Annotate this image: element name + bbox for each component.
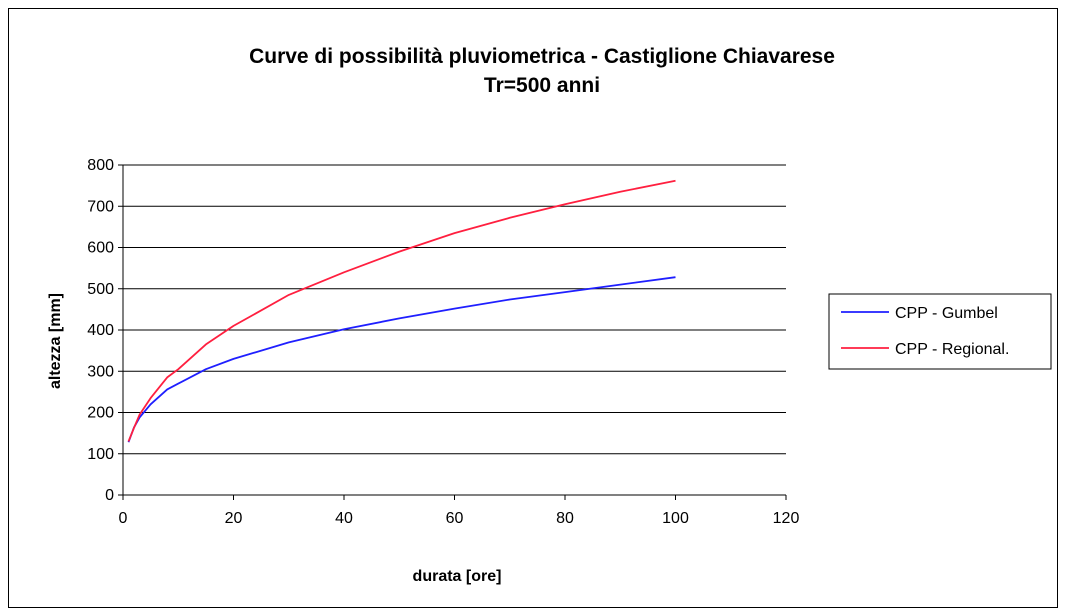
x-tick-label-80: 80 [556, 510, 574, 527]
y-tick-label-500: 500 [87, 281, 114, 298]
x-tick-labels: 0 20 40 60 80 100 120 [119, 510, 800, 527]
x-tick-label-60: 60 [446, 510, 464, 527]
y-tick-label-700: 700 [87, 198, 114, 215]
y-tick-labels: 0 100 200 300 400 500 600 700 800 [87, 157, 114, 504]
y-tick-label-300: 300 [87, 363, 114, 380]
legend-label-cpp-gumbel: CPP - Gumbel [895, 305, 998, 322]
legend-label-cpp-regional: CPP - Regional. [895, 341, 1009, 358]
y-tick-label-400: 400 [87, 322, 114, 339]
x-tick-label-40: 40 [335, 510, 353, 527]
axes [118, 164, 787, 500]
x-tick-label-20: 20 [225, 510, 243, 527]
chart-svg: Curve di possibilità pluviometrica - Cas… [47, 45, 1052, 585]
series-line-cpp-regional [127, 179, 676, 442]
series-line-cpp-gumbel [127, 276, 676, 443]
y-tick-label-200: 200 [87, 405, 114, 422]
chart-frame: Curve di possibilità pluviometrica - Cas… [8, 8, 1058, 608]
x-axis-label: durata [ore] [413, 568, 502, 585]
x-tick-label-120: 120 [773, 510, 800, 527]
chart-title: Curve di possibilità pluviometrica - Cas… [249, 45, 835, 68]
y-tick-label-100: 100 [87, 446, 114, 463]
grid-lines [123, 164, 786, 455]
legend: CPP - Gumbel CPP - Regional. [828, 293, 1052, 370]
y-axis-label: altezza [mm] [47, 293, 64, 389]
x-tick-label-100: 100 [662, 510, 689, 527]
series-lines [127, 179, 676, 443]
x-tick-label-0: 0 [119, 510, 128, 527]
legend-box [828, 293, 1052, 370]
chart-subtitle: Tr=500 anni [484, 74, 600, 97]
y-tick-label-0: 0 [105, 487, 114, 504]
y-tick-label-800: 800 [87, 157, 114, 174]
y-tick-label-600: 600 [87, 240, 114, 257]
